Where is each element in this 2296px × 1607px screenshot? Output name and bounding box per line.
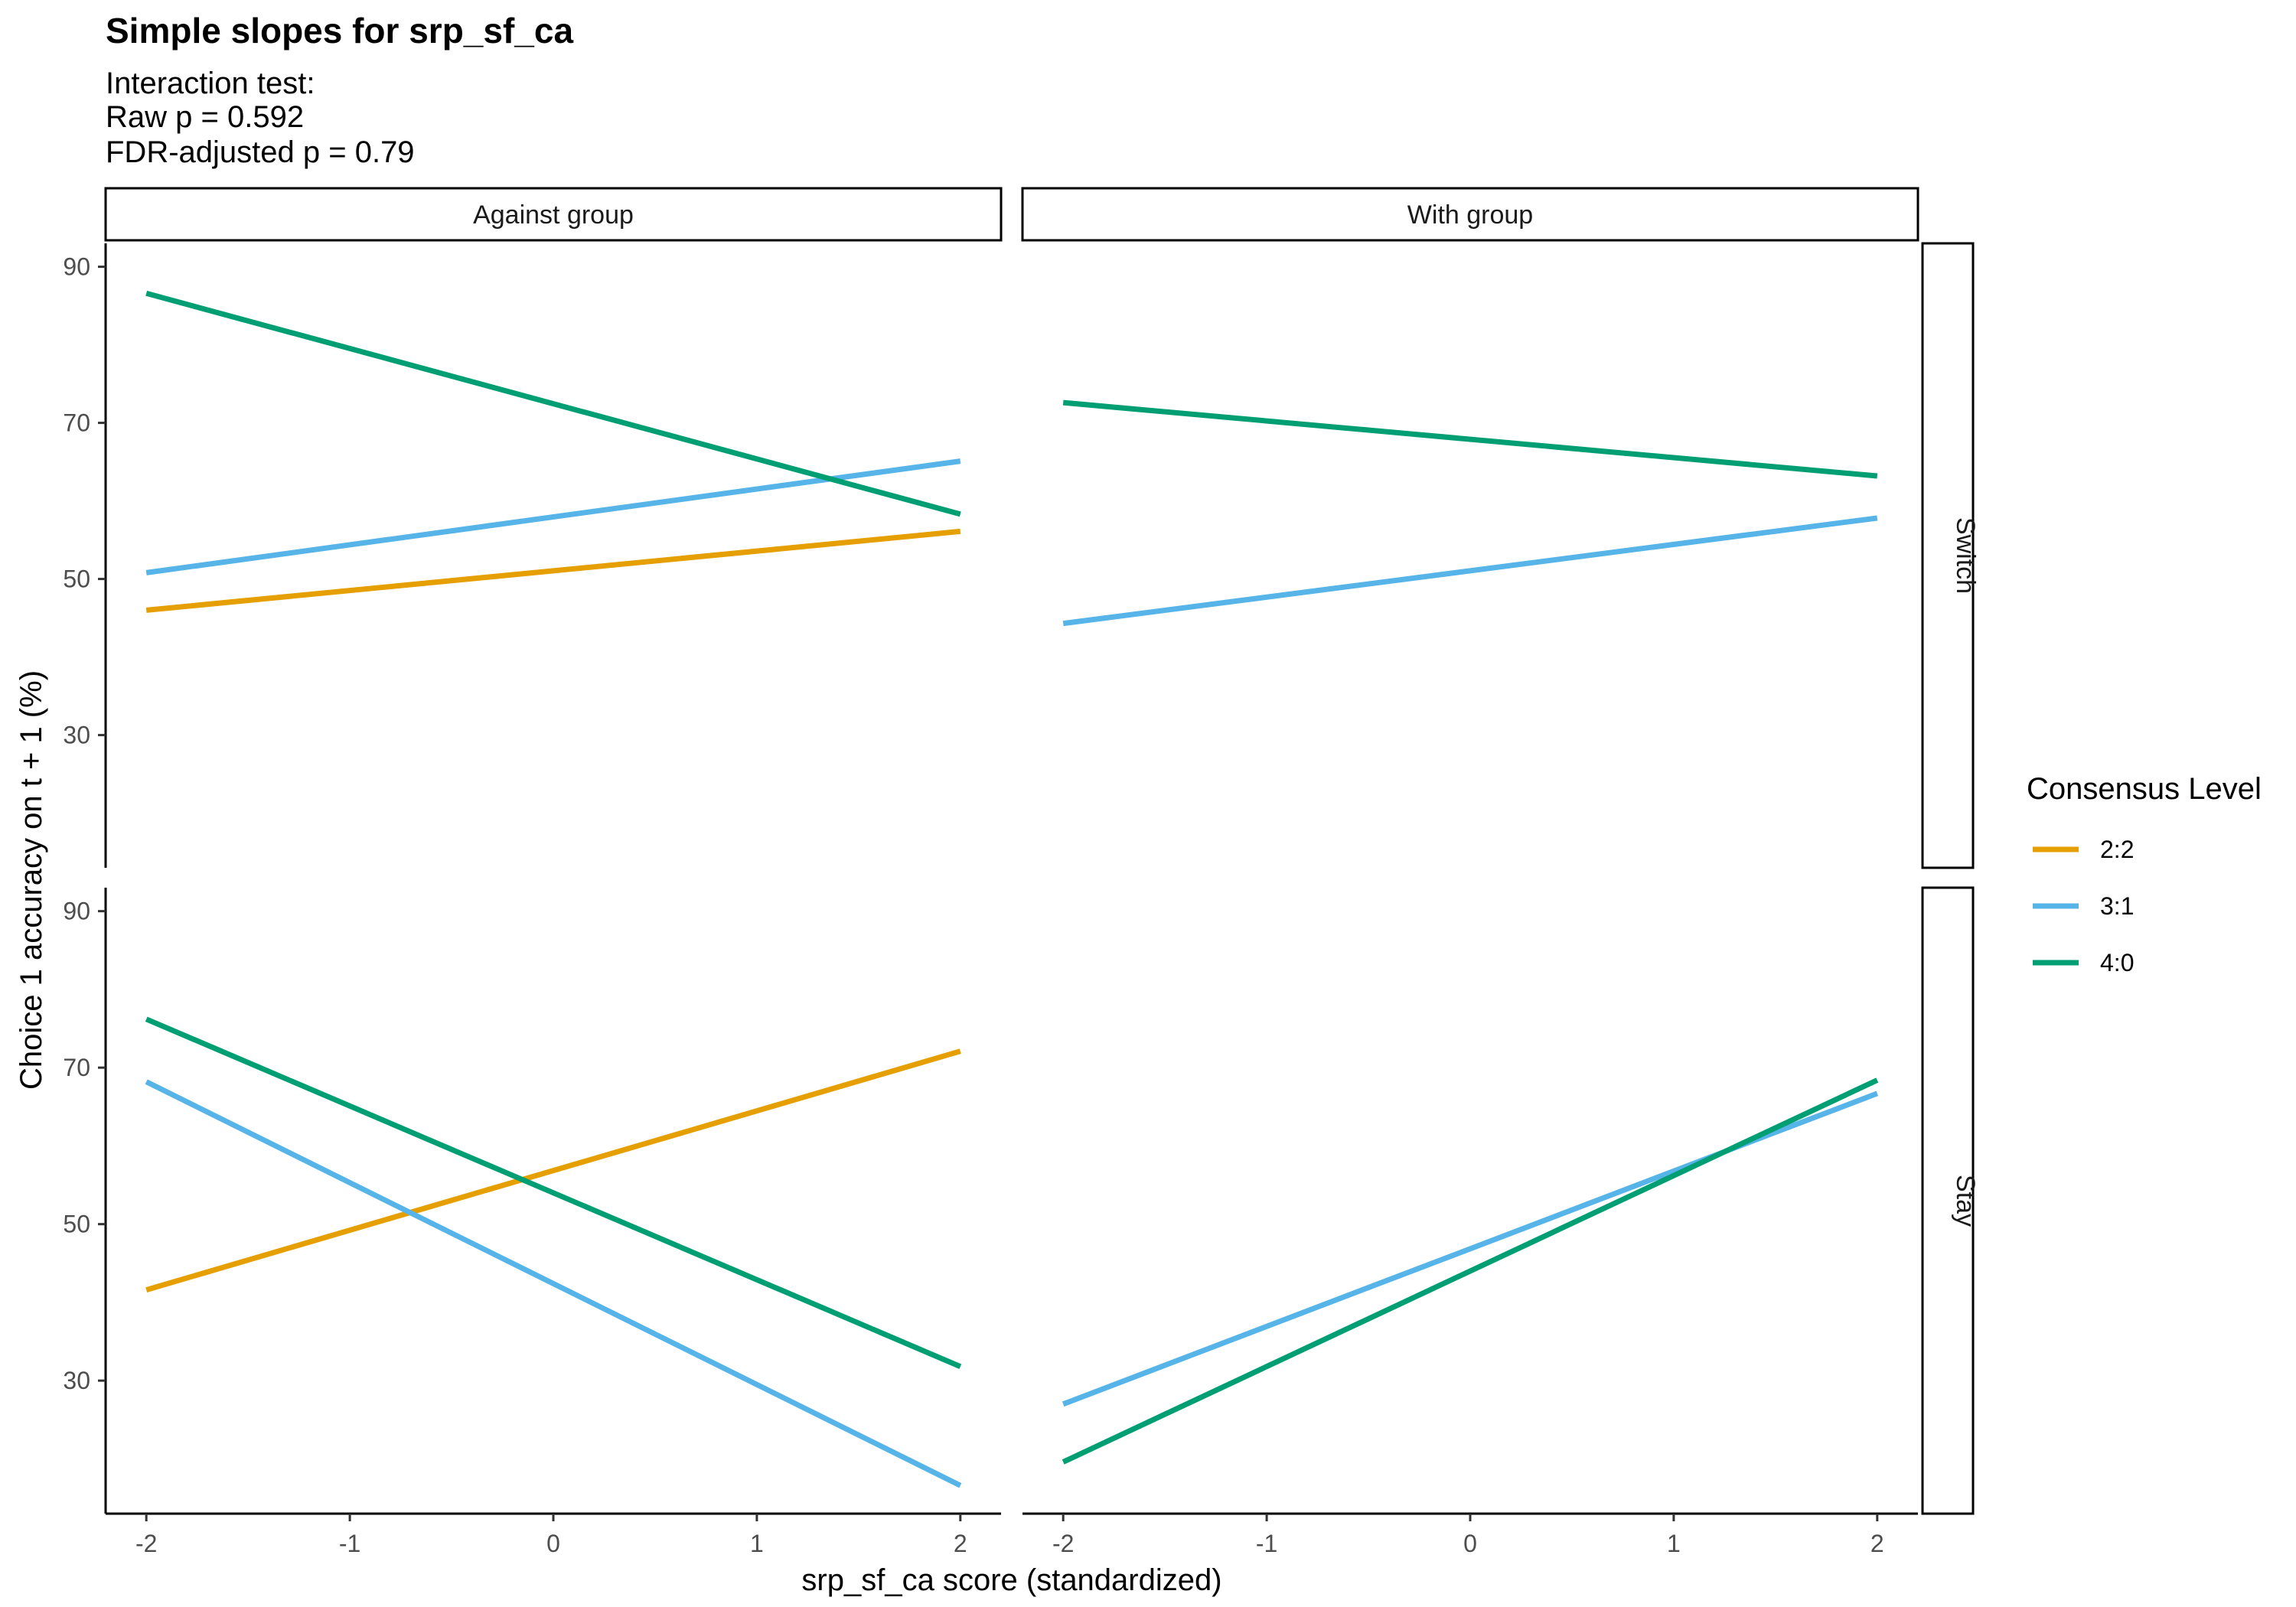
panels-layer: Against group With group Switch Stay — [104, 187, 1980, 1515]
facet-strip-against-group — [104, 187, 1003, 242]
legend-label: 2:2 — [2100, 836, 2134, 863]
y-tick-label: 90 — [63, 253, 90, 281]
facet-strip-label: Against group — [473, 200, 634, 230]
axes-layer: 30 50 70 90 30 50 70 90 -2 -1 0 1 2 -2 -1 0 1 2 — [63, 243, 1918, 1557]
legend: Consensus Level 2:2 3:1 4:0 — [2027, 772, 2262, 976]
chart-subtitle-line-2: Raw p = 0.592 — [106, 100, 304, 134]
legend-title: Consensus Level — [2027, 772, 2262, 806]
y-tick-label: 30 — [63, 1367, 90, 1394]
x-tick-label: -2 — [1052, 1530, 1074, 1557]
x-tick-label: 0 — [1463, 1530, 1477, 1557]
chart-title: Simple slopes for srp_sf_ca — [106, 11, 573, 51]
x-tick-label: -1 — [1256, 1530, 1277, 1557]
series-line-3-1-against-group-switch — [145, 458, 961, 575]
y-tick-label: 90 — [63, 898, 90, 925]
x-axis-title: srp_sf_ca score (standardized) — [801, 1563, 1221, 1597]
series-line-3-1-against-group-stay — [145, 1079, 962, 1488]
facet-strip-label: Switch — [1951, 517, 1980, 594]
series-lines-layer — [145, 290, 1879, 1488]
facet-strip-stay — [1921, 886, 1975, 1515]
x-tick-label: 0 — [546, 1530, 560, 1557]
series-line-4-0-against-group-switch — [145, 290, 961, 517]
x-tick-label: 2 — [1870, 1530, 1884, 1557]
legend-label: 3:1 — [2100, 892, 2134, 920]
series-line-4-0-with-group-stay — [1062, 1077, 1879, 1465]
x-tick-label: -2 — [135, 1530, 157, 1557]
series-line-4-0-with-group-switch — [1062, 399, 1878, 479]
series-line-4-0-against-group-stay — [145, 1016, 962, 1370]
legend-label: 4:0 — [2100, 949, 2134, 976]
chart-subtitle-line-1: Interaction test: — [106, 67, 315, 100]
y-tick-label: 50 — [63, 566, 90, 593]
chart-subtitle-line-3: FDR-adjusted p = 0.79 — [106, 135, 415, 169]
facet-strip-label: Stay — [1951, 1175, 1980, 1227]
facet-strip-with-group — [1021, 187, 1919, 242]
x-tick-label: 1 — [750, 1530, 764, 1557]
series-line-3-1-with-group-switch — [1062, 515, 1878, 627]
y-axis-title: Choice 1 accuracy on t + 1 (%) — [15, 670, 48, 1090]
x-tick-label: 2 — [954, 1530, 967, 1557]
y-tick-label: 30 — [63, 722, 90, 749]
y-tick-label: 70 — [63, 409, 90, 437]
x-tick-label: 1 — [1667, 1530, 1681, 1557]
series-line-2-2-against-group-switch — [145, 528, 961, 613]
facet-strip-label: With group — [1407, 200, 1533, 230]
y-tick-label: 70 — [63, 1054, 90, 1081]
facet-strip-switch — [1921, 242, 1975, 869]
y-tick-label: 50 — [63, 1211, 90, 1238]
x-tick-label: -1 — [339, 1530, 360, 1557]
series-line-2-2-against-group-stay — [145, 1048, 961, 1292]
